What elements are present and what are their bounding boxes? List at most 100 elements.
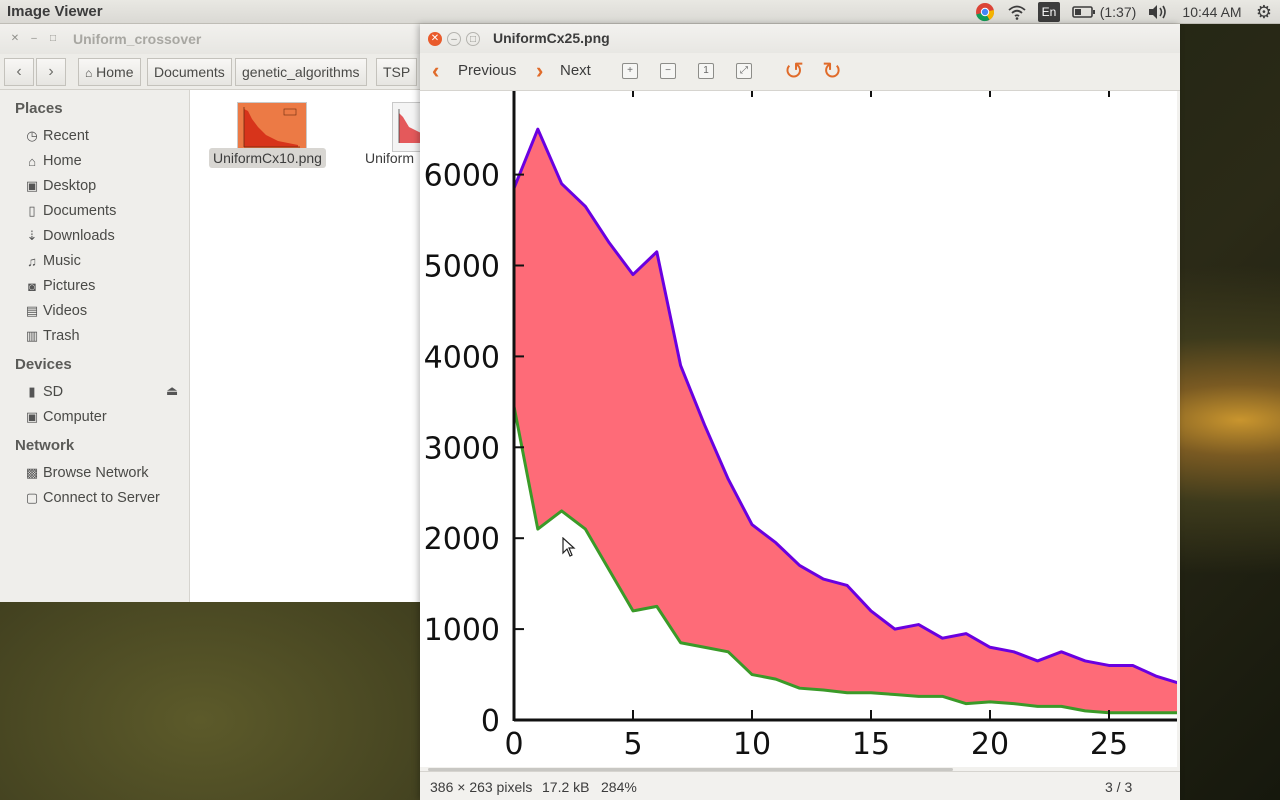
best-fit-icon[interactable]: ⤢ — [736, 63, 752, 79]
x-tick-label-5: 25 — [1090, 727, 1128, 762]
back-button[interactable]: ‹ — [4, 58, 34, 86]
maximize-icon[interactable]: □ — [466, 32, 480, 46]
battery-icon[interactable] — [1071, 2, 1097, 22]
maximize-icon[interactable]: □ — [49, 33, 57, 44]
sidebar-item-home[interactable]: ⌂ Home — [24, 150, 82, 172]
breadcrumb-documents[interactable]: Documents — [147, 58, 232, 86]
next-button[interactable]: Next — [560, 62, 591, 79]
breadcrumb-genetic-algorithms[interactable]: genetic_algorithms — [235, 58, 367, 86]
previous-arrow-icon[interactable]: ‹ — [432, 58, 440, 83]
download-icon: ⇣ — [26, 228, 38, 243]
y-tick-label-5: 5000 — [424, 250, 500, 285]
sidebar-item-computer[interactable]: ▣ Computer — [25, 409, 107, 425]
file-size: 17.2 kB — [542, 779, 590, 795]
minimize-icon[interactable]: – — [31, 33, 37, 44]
places-sidebar: Places ◷ Recent ⌂ Home ▣ Desktop ▯ Documents… — [0, 90, 190, 602]
sidebar-item-recent[interactable]: ◷ Recent — [24, 125, 89, 147]
document-icon: ▯ — [28, 203, 36, 218]
folder-icon: ▣ — [25, 178, 39, 193]
server-icon: ▢ — [25, 490, 39, 505]
file-thumbnail-uniformcx10[interactable] — [237, 102, 307, 152]
image-dimensions: 386 × 263 pixels — [430, 779, 533, 795]
x-tick-label-4: 20 — [971, 727, 1009, 762]
home-icon: ⌂ — [28, 153, 36, 169]
image-canvas[interactable]: 0 1000 2000 3000 4000 5000 6000 0 5 10 15 20 25 — [420, 91, 1177, 767]
sd-card-icon: ▮ — [28, 384, 36, 399]
chevron-left-icon: ‹ — [16, 63, 22, 80]
y-tick-label-4: 4000 — [424, 340, 500, 375]
network-icon: ▩ — [25, 465, 39, 480]
status-bar: 386 × 263 pixels 17.2 kB 284% 3 / 3 — [420, 771, 1180, 800]
series-line-0 — [512, 127, 1177, 685]
sidebar-item-sd[interactable]: ▮ SD — [24, 381, 63, 403]
film-icon: ▤ — [25, 303, 39, 318]
y-tick-label-3: 3000 — [424, 431, 500, 466]
area-chart: 0 1000 2000 3000 4000 5000 6000 0 5 10 15 20 25 — [424, 91, 1177, 762]
x-tick-label-3: 15 — [852, 727, 890, 762]
image-viewer-title: UniformCx25.png — [493, 30, 610, 46]
battery-time: (1:37) — [1099, 4, 1137, 20]
zoom-in-icon[interactable]: + — [622, 63, 638, 79]
breadcrumb-tsp[interactable]: TSP — [376, 58, 418, 86]
file-manager-titlebar: ✕ – □ Uniform_crossover — [0, 24, 420, 54]
file-label-uniform[interactable]: Uniform — [365, 150, 415, 166]
sidebar-item-connect-to-server[interactable]: ▢ Connect to Server — [25, 490, 160, 506]
file-label-uniformcx10[interactable]: UniformCx10.png — [209, 148, 326, 168]
places-heading: Places — [15, 100, 63, 117]
clock-icon: ◷ — [26, 128, 38, 143]
breadcrumb-home[interactable]: ⌂ Home — [78, 58, 141, 86]
y-tick-label-0: 0 — [481, 704, 500, 739]
sidebar-item-desktop[interactable]: ▣ Desktop — [25, 178, 97, 194]
file-view: UniformCx10.png Uniform — [190, 90, 421, 602]
sidebar-item-music[interactable]: ♫ Music — [24, 250, 81, 272]
computer-icon: ▣ — [25, 409, 39, 424]
camera-icon: ◙ — [28, 278, 36, 294]
file-thumbnail-uniform[interactable] — [392, 102, 421, 152]
session-gear-icon[interactable]: ⚙ — [1255, 1, 1273, 22]
forward-button[interactable]: › — [36, 58, 66, 86]
sidebar-item-pictures[interactable]: ◙ Pictures — [24, 275, 95, 297]
close-icon[interactable]: ✕ — [428, 32, 442, 46]
network-heading: Network — [15, 437, 75, 454]
image-viewer-toolbar: ‹ Previous › Next + − 1 ⤢ ↺ ↻ — [420, 53, 1180, 91]
keyboard-layout-indicator[interactable]: En — [1038, 2, 1060, 22]
image-position: 3 / 3 — [1105, 779, 1133, 795]
x-tick-label-1: 5 — [623, 727, 642, 762]
y-tick-label-2: 2000 — [424, 522, 500, 557]
active-app-title: Image Viewer — [7, 3, 103, 20]
close-icon[interactable]: ✕ — [10, 33, 20, 44]
zoom-out-icon[interactable]: − — [660, 63, 676, 79]
sidebar-item-trash[interactable]: ▥ Trash — [25, 328, 80, 344]
sidebar-item-browse-network[interactable]: ▩ Browse Network — [25, 465, 149, 481]
series-line-1 — [512, 406, 1177, 715]
eject-icon[interactable]: ⏏ — [166, 383, 179, 398]
volume-icon[interactable] — [1146, 2, 1170, 22]
rotate-right-icon[interactable]: ↻ — [822, 58, 843, 85]
devices-heading: Devices — [15, 356, 72, 373]
image-viewer-titlebar: ✕ – □ UniformCx25.png — [420, 24, 1180, 53]
sidebar-item-documents[interactable]: ▯ Documents — [24, 200, 116, 222]
zoom-level: 284% — [601, 779, 637, 795]
minimize-icon[interactable]: – — [447, 32, 461, 46]
top-panel: Image Viewer En (1:37) 10:44 AM ⚙ — [0, 0, 1280, 24]
wifi-icon[interactable] — [1006, 2, 1028, 22]
y-tick-label-1: 1000 — [424, 613, 500, 648]
trash-icon: ▥ — [25, 328, 39, 343]
file-manager-toolbar: ‹ › ⌂ Home Documents genetic_algorithms … — [0, 54, 420, 90]
home-icon: ⌂ — [85, 66, 93, 80]
music-icon: ♫ — [27, 253, 37, 269]
area-fill — [514, 129, 1177, 713]
normal-size-icon[interactable]: 1 — [698, 63, 714, 79]
chrome-icon[interactable] — [974, 2, 996, 22]
file-manager-window: ✕ – □ Uniform_crossover ‹ › ⌂ Home Docum… — [0, 24, 421, 602]
clock[interactable]: 10:44 AM — [1182, 4, 1242, 20]
rotate-left-icon[interactable]: ↺ — [784, 58, 805, 85]
previous-button[interactable]: Previous — [458, 62, 517, 79]
sidebar-item-videos[interactable]: ▤ Videos — [25, 303, 88, 319]
horizontal-scrollbar[interactable] — [428, 768, 953, 771]
sidebar-item-downloads[interactable]: ⇣ Downloads — [24, 225, 115, 247]
y-tick-label-6: 6000 — [424, 159, 500, 194]
mouse-cursor-icon — [562, 537, 576, 557]
x-tick-label-2: 10 — [733, 727, 771, 762]
next-arrow-icon[interactable]: › — [536, 58, 544, 83]
